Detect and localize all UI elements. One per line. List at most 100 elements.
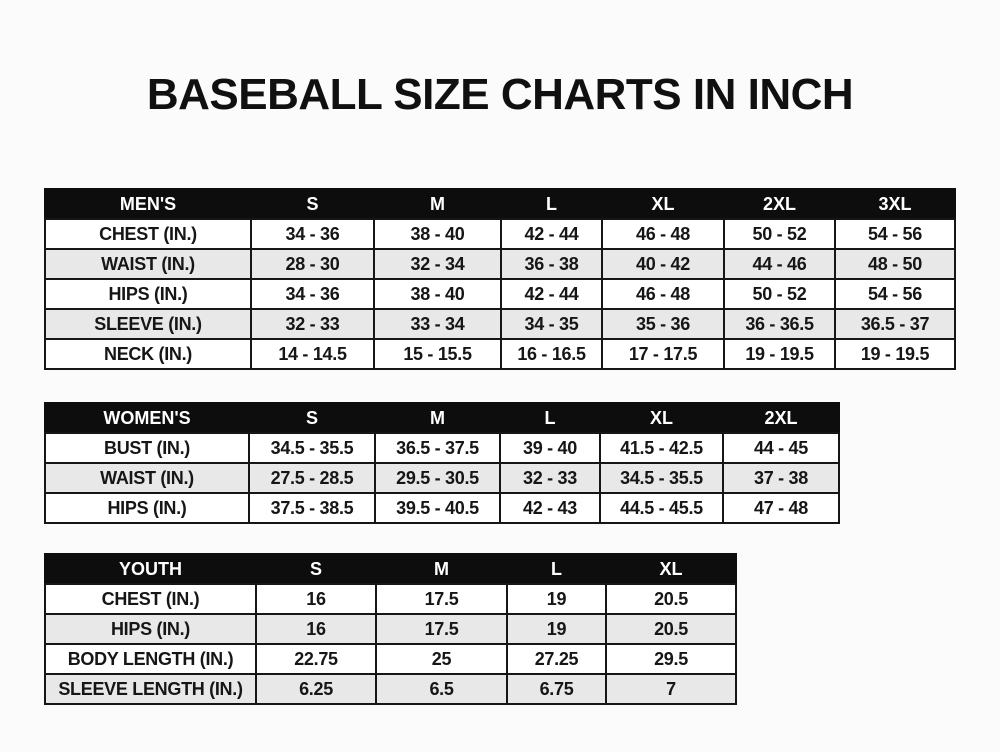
table-title-cell: WOMEN'S bbox=[44, 402, 250, 434]
size-value-cell: 16 - 16.5 bbox=[500, 338, 603, 370]
size-value-cell: 15 - 15.5 bbox=[373, 338, 502, 370]
size-value-cell: 6.25 bbox=[255, 673, 377, 705]
size-value-cell: 14 - 14.5 bbox=[250, 338, 375, 370]
size-value-cell: 34 - 36 bbox=[250, 278, 375, 310]
size-value-cell: 19 - 19.5 bbox=[834, 338, 956, 370]
size-value-cell: 33 - 34 bbox=[373, 308, 502, 340]
table-row: BODY LENGTH (IN.) 22.75 25 27.25 29.5 bbox=[44, 643, 737, 675]
size-value-cell: 46 - 48 bbox=[601, 278, 725, 310]
size-column-header: 3XL bbox=[834, 188, 956, 220]
size-value-cell: 44 - 46 bbox=[723, 248, 836, 280]
table-row: SLEEVE LENGTH (IN.) 6.25 6.5 6.75 7 bbox=[44, 673, 737, 705]
size-value-cell: 16 bbox=[255, 583, 377, 615]
table-row: BUST (IN.) 34.5 - 35.5 36.5 - 37.5 39 - 40 4… bbox=[44, 432, 840, 464]
size-value-cell: 34 - 36 bbox=[250, 218, 375, 250]
youth-size-table: YOUTH S M L XL CHEST (IN.) 16 17.5 19 20.5 HIPS (I… bbox=[44, 553, 737, 705]
size-value-cell: 27.25 bbox=[506, 643, 607, 675]
size-column-header: S bbox=[255, 553, 377, 585]
page-title: BASEBALL SIZE CHARTS IN INCH bbox=[146, 70, 854, 119]
measurement-label: HIPS (IN.) bbox=[44, 613, 257, 645]
womens-size-table: WOMEN'S S M L XL 2XL BUST (IN.) 34.5 - 35.5 36.5… bbox=[44, 402, 840, 524]
size-value-cell: 54 - 56 bbox=[834, 278, 956, 310]
size-value-cell: 28 - 30 bbox=[250, 248, 375, 280]
measurement-label: CHEST (IN.) bbox=[44, 583, 257, 615]
table-row: WAIST (IN.) 27.5 - 28.5 29.5 - 30.5 32 - 33… bbox=[44, 462, 840, 494]
size-value-cell: 54 - 56 bbox=[834, 218, 956, 250]
size-value-cell: 37.5 - 38.5 bbox=[248, 492, 376, 524]
size-value-cell: 47 - 48 bbox=[722, 492, 840, 524]
size-value-cell: 50 - 52 bbox=[723, 278, 836, 310]
size-column-header: L bbox=[499, 402, 601, 434]
table-row: HIPS (IN.) 37.5 - 38.5 39.5 - 40.5 42 - 43 4… bbox=[44, 492, 840, 524]
size-value-cell: 39 - 40 bbox=[499, 432, 601, 464]
size-value-cell: 38 - 40 bbox=[373, 218, 502, 250]
size-column-header: S bbox=[248, 402, 376, 434]
measurement-label: HIPS (IN.) bbox=[44, 492, 250, 524]
table-row: HIPS (IN.) 34 - 36 38 - 40 42 - 44 46 - 48 50… bbox=[44, 278, 956, 310]
table-row: HIPS (IN.) 16 17.5 19 20.5 bbox=[44, 613, 737, 645]
size-value-cell: 34 - 35 bbox=[500, 308, 603, 340]
size-value-cell: 6.75 bbox=[506, 673, 607, 705]
size-value-cell: 38 - 40 bbox=[373, 278, 502, 310]
size-column-header: M bbox=[375, 553, 508, 585]
table-title-cell: MEN'S bbox=[44, 188, 252, 220]
size-value-cell: 42 - 44 bbox=[500, 218, 603, 250]
measurement-label: WAIST (IN.) bbox=[44, 462, 250, 494]
measurement-label: BODY LENGTH (IN.) bbox=[44, 643, 257, 675]
size-value-cell: 19 bbox=[506, 613, 607, 645]
size-value-cell: 36 - 36.5 bbox=[723, 308, 836, 340]
size-value-cell: 19 bbox=[506, 583, 607, 615]
size-value-cell: 40 - 42 bbox=[601, 248, 725, 280]
size-column-header: M bbox=[374, 402, 501, 434]
size-value-cell: 36 - 38 bbox=[500, 248, 603, 280]
header-row: YOUTH S M L XL bbox=[44, 553, 737, 585]
size-value-cell: 6.5 bbox=[375, 673, 508, 705]
size-value-cell: 22.75 bbox=[255, 643, 377, 675]
size-value-cell: 44.5 - 45.5 bbox=[599, 492, 724, 524]
size-value-cell: 32 - 33 bbox=[499, 462, 601, 494]
size-value-cell: 48 - 50 bbox=[834, 248, 956, 280]
measurement-label: HIPS (IN.) bbox=[44, 278, 252, 310]
size-column-header: L bbox=[506, 553, 607, 585]
size-value-cell: 36.5 - 37 bbox=[834, 308, 956, 340]
size-value-cell: 50 - 52 bbox=[723, 218, 836, 250]
table-title-cell: YOUTH bbox=[44, 553, 257, 585]
size-value-cell: 42 - 44 bbox=[500, 278, 603, 310]
table-row: WAIST (IN.) 28 - 30 32 - 34 36 - 38 40 - 42 4… bbox=[44, 248, 956, 280]
size-column-header: 2XL bbox=[722, 402, 840, 434]
size-value-cell: 7 bbox=[605, 673, 737, 705]
measurement-label: WAIST (IN.) bbox=[44, 248, 252, 280]
size-value-cell: 35 - 36 bbox=[601, 308, 725, 340]
size-value-cell: 44 - 45 bbox=[722, 432, 840, 464]
size-value-cell: 39.5 - 40.5 bbox=[374, 492, 501, 524]
size-value-cell: 19 - 19.5 bbox=[723, 338, 836, 370]
size-value-cell: 20.5 bbox=[605, 613, 737, 645]
size-column-header: S bbox=[250, 188, 375, 220]
size-value-cell: 20.5 bbox=[605, 583, 737, 615]
measurement-label: NECK (IN.) bbox=[44, 338, 252, 370]
size-value-cell: 36.5 - 37.5 bbox=[374, 432, 501, 464]
size-value-cell: 17 - 17.5 bbox=[601, 338, 725, 370]
size-value-cell: 42 - 43 bbox=[499, 492, 601, 524]
header-row: MEN'S S M L XL 2XL 3XL bbox=[44, 188, 956, 220]
header-row: WOMEN'S S M L XL 2XL bbox=[44, 402, 840, 434]
size-value-cell: 46 - 48 bbox=[601, 218, 725, 250]
size-value-cell: 32 - 33 bbox=[250, 308, 375, 340]
size-value-cell: 29.5 - 30.5 bbox=[374, 462, 501, 494]
measurement-label: BUST (IN.) bbox=[44, 432, 250, 464]
size-value-cell: 32 - 34 bbox=[373, 248, 502, 280]
table-row: CHEST (IN.) 34 - 36 38 - 40 42 - 44 46 - 48 5… bbox=[44, 218, 956, 250]
measurement-label: SLEEVE (IN.) bbox=[44, 308, 252, 340]
size-value-cell: 16 bbox=[255, 613, 377, 645]
size-column-header: 2XL bbox=[723, 188, 836, 220]
table-row: SLEEVE (IN.) 32 - 33 33 - 34 34 - 35 35 - 36… bbox=[44, 308, 956, 340]
size-value-cell: 29.5 bbox=[605, 643, 737, 675]
size-column-header: M bbox=[373, 188, 502, 220]
table-row: CHEST (IN.) 16 17.5 19 20.5 bbox=[44, 583, 737, 615]
size-column-header: L bbox=[500, 188, 603, 220]
size-value-cell: 17.5 bbox=[375, 583, 508, 615]
size-column-header: XL bbox=[599, 402, 724, 434]
mens-size-table: MEN'S S M L XL 2XL 3XL CHEST (IN.) 34 - 36 38 - 4… bbox=[44, 188, 956, 370]
size-value-cell: 34.5 - 35.5 bbox=[248, 432, 376, 464]
measurement-label: CHEST (IN.) bbox=[44, 218, 252, 250]
